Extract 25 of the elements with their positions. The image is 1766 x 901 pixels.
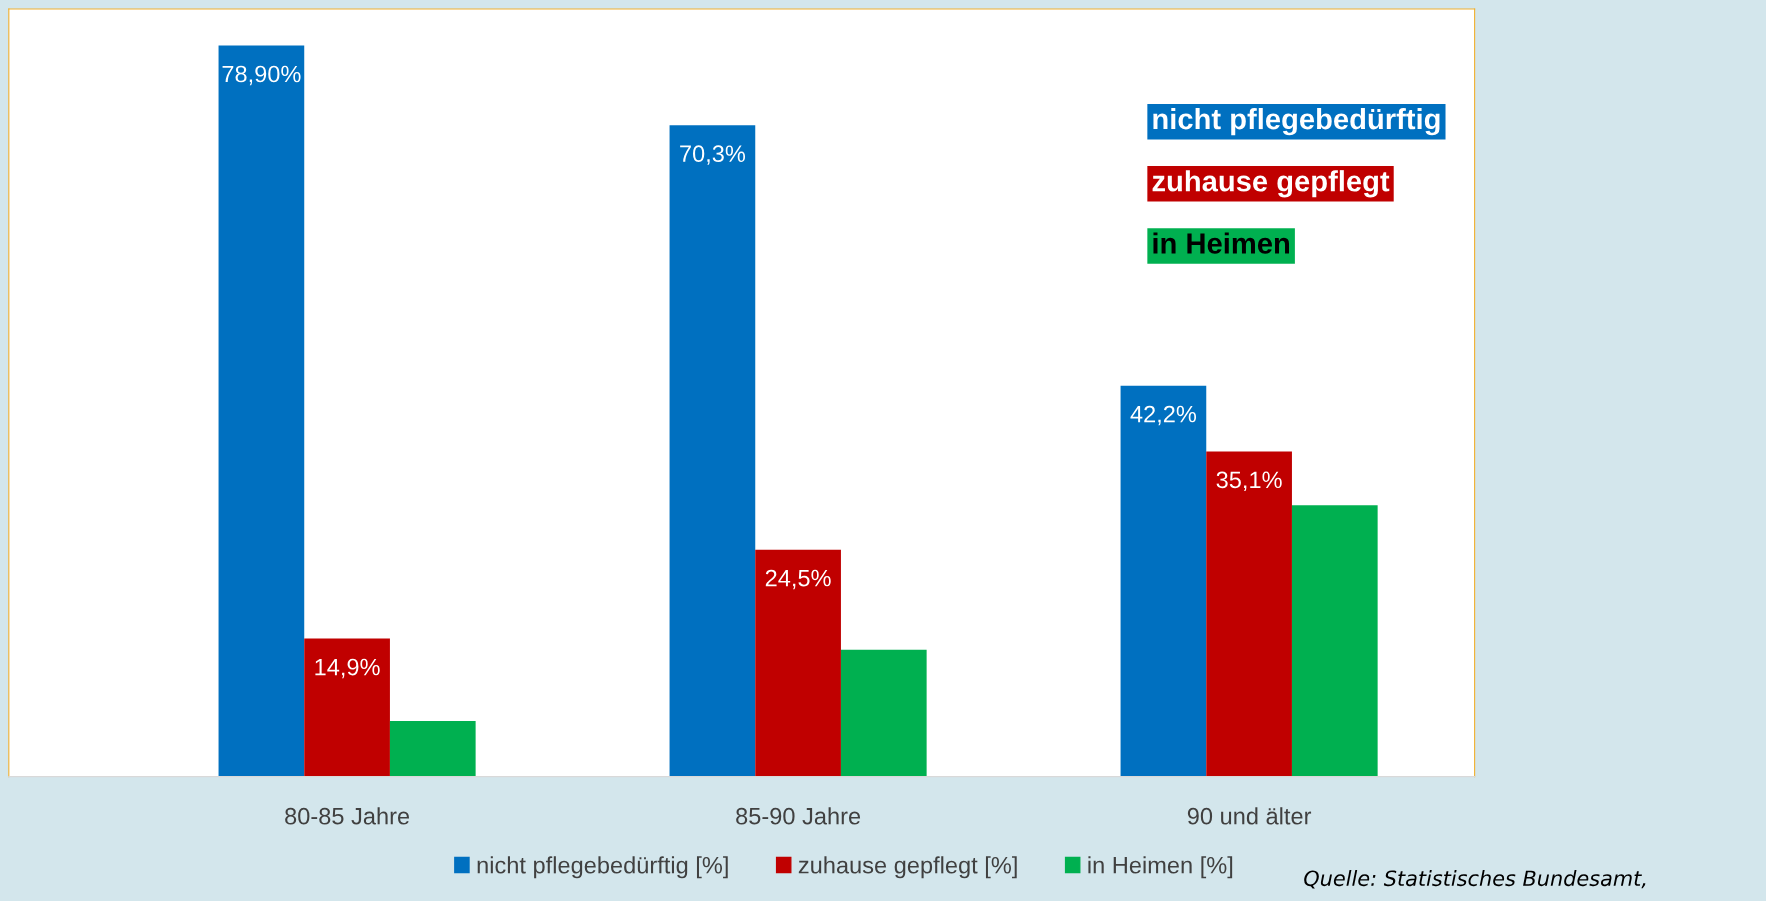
bar (755, 549, 841, 777)
legend-label: zuhause gepflegt [%] (798, 856, 1017, 879)
bar (669, 125, 756, 777)
bar (1291, 505, 1378, 777)
x-tick-label: 80-85 Jahre (285, 807, 410, 825)
annotation: zuhause gepflegt (1152, 170, 1390, 198)
bar (840, 649, 927, 777)
source-note: Quelle: Statistisches Bundesamt, (1304, 870, 1646, 889)
bar (218, 45, 305, 777)
x-tick-label: 90 und älter (1187, 807, 1312, 825)
legend-label: nicht pflegebedürftig [%] (477, 856, 728, 879)
annotation: in Heimen (1153, 232, 1290, 254)
bar (304, 638, 390, 777)
data-label: 70,3% (680, 145, 746, 165)
legend-label: in Heimen [%] (1088, 856, 1233, 879)
annotation: nicht pflegebedürftig (1153, 107, 1440, 136)
data-label: 42,2% (1130, 405, 1197, 426)
bar (389, 721, 476, 777)
bar (1120, 385, 1207, 777)
data-label: 78,90% (222, 65, 301, 86)
data-label: 24,5% (765, 569, 831, 590)
data-label: 14,9% (315, 658, 380, 679)
bar (1206, 451, 1292, 777)
data-label: 35,1% (1216, 471, 1282, 491)
x-tick-label: 85-90 Jahre (736, 807, 861, 825)
